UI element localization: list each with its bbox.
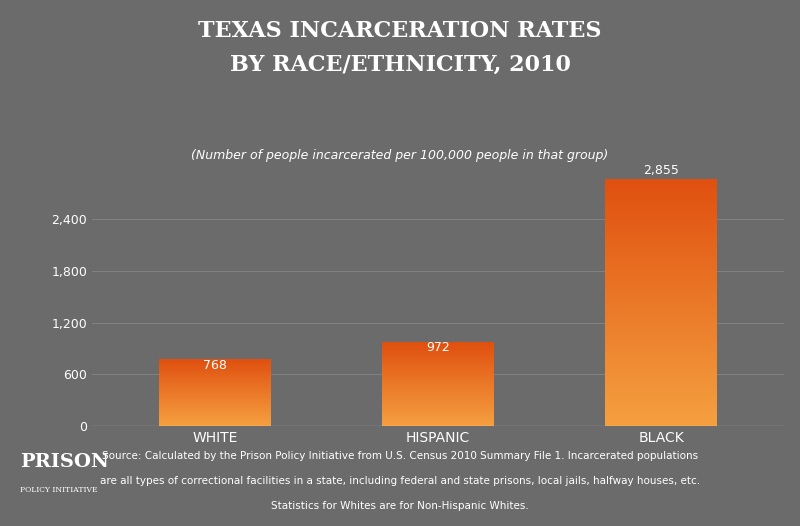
Text: (Number of people incarcerated per 100,000 people in that group): (Number of people incarcerated per 100,0… — [191, 149, 609, 161]
Text: TEXAS INCARCERATION RATES: TEXAS INCARCERATION RATES — [198, 20, 602, 42]
Text: are all types of correctional facilities in a state, including federal and state: are all types of correctional facilities… — [100, 476, 700, 487]
Text: Source: Calculated by the Prison Policy Initiative from U.S. Census 2010 Summary: Source: Calculated by the Prison Policy … — [102, 451, 698, 461]
Text: 2,855: 2,855 — [643, 164, 679, 177]
Text: PRISON: PRISON — [20, 452, 109, 471]
Text: BY RACE/ETHNICITY, 2010: BY RACE/ETHNICITY, 2010 — [230, 54, 570, 76]
Text: Statistics for Whites are for Non-Hispanic Whites.: Statistics for Whites are for Non-Hispan… — [271, 501, 529, 511]
Text: 768: 768 — [203, 359, 226, 371]
Text: 972: 972 — [426, 341, 450, 354]
Text: POLICY INITIATIVE: POLICY INITIATIVE — [20, 486, 98, 494]
